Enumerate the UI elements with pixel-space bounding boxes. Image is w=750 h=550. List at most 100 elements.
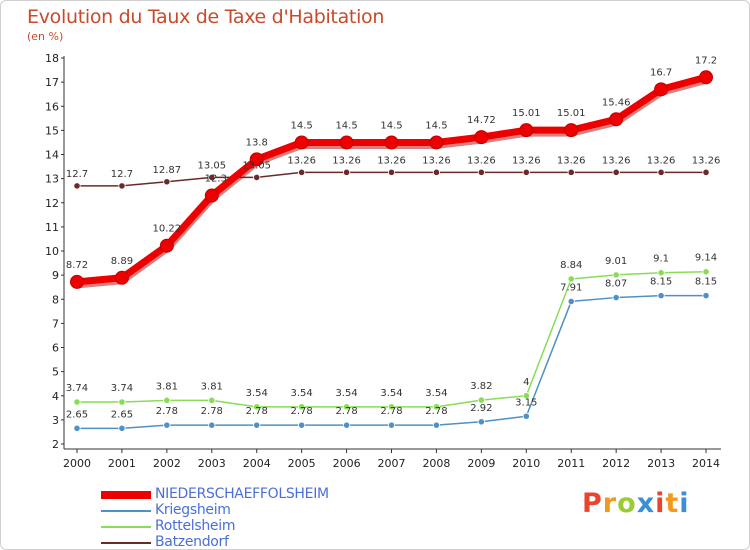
x-tick-label: 2008 <box>422 457 450 470</box>
legend-label: Rottelsheim <box>155 518 236 534</box>
x-tick-label: 2011 <box>557 457 585 470</box>
data-point <box>70 274 84 289</box>
y-tick-label: 3 <box>52 414 59 427</box>
x-tick-label: 2001 <box>108 457 136 470</box>
data-label: 7.91 <box>560 282 582 293</box>
data-label: 9.14 <box>695 253 717 264</box>
data-point <box>432 421 441 429</box>
data-point <box>253 421 261 429</box>
data-point <box>163 396 171 404</box>
data-point <box>159 238 174 253</box>
data-label: 8.84 <box>560 260 582 271</box>
y-tick-label: 13 <box>45 173 59 186</box>
data-label: 12.7 <box>111 169 133 180</box>
legend-label: Batzendorf <box>155 534 229 550</box>
data-point <box>477 168 485 176</box>
data-point <box>342 421 351 429</box>
chart-unit-label: (en %) <box>27 30 64 43</box>
data-label: 14.5 <box>380 120 402 131</box>
x-tick-label: 2013 <box>647 457 675 470</box>
data-label: 3.54 <box>291 388 313 399</box>
data-label: 12.87 <box>153 165 182 176</box>
data-point <box>702 292 710 300</box>
y-tick-label: 7 <box>52 317 59 330</box>
data-label: 8.89 <box>111 256 133 267</box>
x-tick-label: 2009 <box>467 457 495 470</box>
data-point <box>73 398 81 406</box>
logo-letter: r <box>602 488 618 519</box>
series-batzendorf <box>73 168 710 190</box>
data-label: 3.54 <box>425 388 447 399</box>
data-point <box>432 403 441 411</box>
y-tick-label: 9 <box>52 269 59 282</box>
x-tick-label: 2002 <box>153 457 181 470</box>
data-point <box>654 82 669 97</box>
x-tick-label: 2000 <box>63 457 91 470</box>
data-point <box>567 275 575 283</box>
logo-letter: P <box>582 488 603 519</box>
data-point <box>612 293 620 302</box>
data-label: 13.26 <box>287 155 316 166</box>
data-point <box>118 424 126 432</box>
data-point <box>208 173 216 182</box>
data-label: 2.78 <box>156 406 178 417</box>
data-point <box>564 123 579 138</box>
data-point <box>519 123 534 138</box>
data-label: 12.3 <box>205 174 227 185</box>
data-label: 2.78 <box>246 406 268 417</box>
data-label: 13.26 <box>467 155 496 166</box>
data-label: 3.82 <box>470 381 492 392</box>
data-point <box>477 396 485 404</box>
series-kriegsheim <box>73 292 710 432</box>
legend-item-rottelsheim: Rottelsheim <box>101 518 421 535</box>
legend-label: NIEDERSCHAEFFOLSHEIM <box>155 486 329 502</box>
data-label: 17.2 <box>695 55 717 66</box>
legend-item-niederschaeffolsheim: NIEDERSCHAEFFOLSHEIM <box>101 486 421 503</box>
y-tick-label: 8 <box>52 293 59 306</box>
data-label: 2.65 <box>66 409 88 420</box>
logo-letter: x <box>636 488 656 519</box>
data-point <box>208 396 216 404</box>
data-label: 3.54 <box>246 388 268 399</box>
data-point <box>118 398 126 406</box>
legend-item-batzendorf: Batzendorf <box>101 534 421 550</box>
data-point <box>387 421 396 429</box>
logo-letter: t <box>665 488 680 519</box>
data-label: 13.26 <box>332 155 361 166</box>
data-point <box>567 297 575 306</box>
x-tick-label: 2012 <box>602 457 630 470</box>
data-point <box>522 412 530 420</box>
data-point <box>73 182 81 190</box>
data-point <box>429 135 444 150</box>
data-label: 13.26 <box>557 155 586 166</box>
data-label: 15.01 <box>557 108 586 119</box>
data-point <box>73 424 81 432</box>
data-label: 2.78 <box>291 406 313 417</box>
data-label: 13.26 <box>602 155 631 166</box>
data-point <box>249 152 264 167</box>
proxiti-logo: Proxiti <box>582 488 690 519</box>
data-label: 14.5 <box>425 120 447 131</box>
data-point <box>339 135 354 150</box>
legend-label: Kriegsheim <box>155 502 231 518</box>
data-point <box>204 188 219 203</box>
logo-letter: o <box>617 488 637 519</box>
data-point <box>253 403 261 411</box>
data-label: 12.7 <box>66 169 88 180</box>
data-label: 13.05 <box>197 160 226 171</box>
data-label: 2.78 <box>425 406 447 417</box>
data-point <box>208 421 216 429</box>
data-label: 13.26 <box>422 155 451 166</box>
data-label: 10.22 <box>153 224 182 235</box>
x-tick-label: 2006 <box>333 457 361 470</box>
data-label: 3.54 <box>380 388 402 399</box>
data-point <box>432 168 441 176</box>
legend-swatch <box>101 491 151 499</box>
x-tick-label: 2010 <box>512 457 540 470</box>
legend-swatch <box>101 510 151 512</box>
data-label: 15.01 <box>512 108 541 119</box>
y-tick-label: 16 <box>45 100 59 113</box>
data-point <box>163 421 171 429</box>
data-point <box>699 70 714 85</box>
